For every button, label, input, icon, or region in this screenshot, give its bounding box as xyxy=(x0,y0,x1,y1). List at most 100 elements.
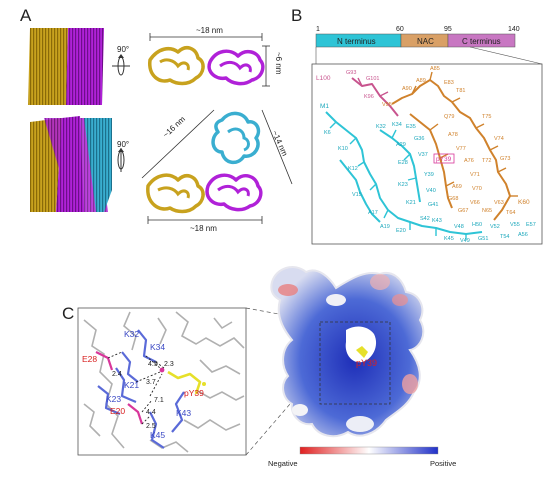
dim-bottom-right: ~14 nm xyxy=(270,129,289,158)
res-E35: E35 xyxy=(406,124,416,130)
res-A90: A90 xyxy=(402,86,412,92)
res-V77: V77 xyxy=(456,146,466,152)
res-E57: E57 xyxy=(526,222,536,228)
py39-highlight-label: pY39 xyxy=(436,156,452,163)
distance-values: 2.4 4.5 2.3 3.7 7.1 4.4 2.5 xyxy=(112,361,174,430)
res-G41: G41 xyxy=(428,202,438,208)
side-chains xyxy=(329,71,518,240)
res-A17: A17 xyxy=(368,210,378,216)
panel-c-labels: K34 K32 K21 K23 K43 K45 E28 E20 pY39 xyxy=(82,329,204,440)
tick-60: 60 xyxy=(396,26,404,33)
segment-nac-label: NAC xyxy=(417,37,434,46)
res-G67: G67 xyxy=(458,208,468,214)
res-G73: G73 xyxy=(500,156,510,162)
res-K23: K23 xyxy=(398,182,408,188)
electrostatic-surface xyxy=(270,266,425,438)
res-S42: S42 xyxy=(420,216,430,222)
res-K45: K45 xyxy=(444,236,454,242)
cross-section-two-fold xyxy=(148,46,265,86)
res-K6: K6 xyxy=(324,130,331,136)
surface-zoom-box xyxy=(319,321,391,405)
panel-c: K34 K32 K21 K23 K43 K45 E28 E20 pY39 2.4… xyxy=(77,266,456,468)
distance-4-5: 4.5 xyxy=(148,361,158,368)
res-V49: V49 xyxy=(460,238,470,244)
rotation-icon-bottom xyxy=(117,148,125,172)
res-V74: V74 xyxy=(494,136,504,142)
res-V71: V71 xyxy=(470,172,480,178)
distance-3-7: 3.7 xyxy=(146,379,156,386)
res-V63: V63 xyxy=(494,200,504,206)
res-V48: V48 xyxy=(454,224,464,230)
res-K96: K96 xyxy=(364,94,374,100)
res-V70: V70 xyxy=(472,186,482,192)
dim-bottom-width: ~18 nm xyxy=(190,224,217,233)
res-T64: T64 xyxy=(506,210,515,216)
fibril-three-protofilament xyxy=(30,116,112,212)
label-K34: K34 xyxy=(150,342,165,352)
panel-letter-b: B xyxy=(291,6,303,25)
label-K32: K32 xyxy=(124,329,139,339)
distance-2-3: 2.3 xyxy=(164,361,174,368)
res-V55: V55 xyxy=(510,222,520,228)
res-V40: V40 xyxy=(426,188,436,194)
tick-140: 140 xyxy=(508,26,520,33)
dim-top-height: ~6 nm xyxy=(274,52,283,75)
res-V37: V37 xyxy=(418,152,428,158)
lys32-stick xyxy=(121,351,139,383)
res-E28: E28 xyxy=(398,160,408,166)
tick-95: 95 xyxy=(444,26,452,33)
dim-bottom-left: ~16 nm xyxy=(161,114,187,139)
panel-letter-c: C xyxy=(62,304,75,323)
cross-section-three-fold xyxy=(146,111,263,214)
residue-labels: L100 G93 K96 G101 M1 K6 K10 K12 V15 A17 … xyxy=(316,66,536,244)
res-K43: K43 xyxy=(432,218,442,224)
res-A89: A89 xyxy=(416,78,426,84)
res-V66: V66 xyxy=(470,200,480,206)
res-Y39: Y39 xyxy=(424,172,434,178)
res-T72: T72 xyxy=(482,158,491,164)
panel-b: 1 60 95 140 N terminus NAC C terminus xyxy=(311,26,543,245)
panel-c-inset-box xyxy=(77,307,247,456)
glu20-stick xyxy=(127,403,144,425)
label-E28: E28 xyxy=(82,354,97,364)
dim-line-bottom-right xyxy=(261,109,293,185)
panel-letter-a: A xyxy=(20,6,32,25)
res-A78: A78 xyxy=(448,132,458,138)
res-A29: A29 xyxy=(396,142,406,148)
py39-highlight-box xyxy=(433,153,455,164)
res-E20: E20 xyxy=(396,228,406,234)
distance-7-1: 7.1 xyxy=(154,397,164,404)
segment-c-terminus-label: C terminus xyxy=(462,37,501,46)
res-Q79: Q79 xyxy=(444,114,454,120)
rotation-label-top: 90° xyxy=(117,45,129,54)
res-K34: K34 xyxy=(392,122,402,128)
res-A69: A69 xyxy=(452,184,462,190)
dim-line-bottom-left xyxy=(141,109,215,179)
label-K43: K43 xyxy=(176,408,191,418)
lys45-stick xyxy=(149,411,165,449)
res-V15: V15 xyxy=(352,192,362,198)
res-K10: K10 xyxy=(338,146,348,152)
background-sticks xyxy=(83,311,245,453)
res-G93: G93 xyxy=(346,70,356,76)
rotation-label-bottom: 90° xyxy=(117,140,129,149)
label-K23: K23 xyxy=(106,394,121,404)
res-V52: V52 xyxy=(490,224,500,230)
res-G101: G101 xyxy=(366,76,379,82)
res-K12: K12 xyxy=(348,166,358,172)
res-V95: V95 xyxy=(382,102,392,108)
res-K60: K60 xyxy=(518,199,530,206)
res-A85: A85 xyxy=(430,66,440,72)
res-T75: T75 xyxy=(482,114,491,120)
res-A19: A19 xyxy=(380,224,390,230)
res-N65: N65 xyxy=(482,208,492,214)
ptyr39-stick xyxy=(167,370,202,395)
segment-c-terminus xyxy=(447,33,516,48)
res-K21: K21 xyxy=(406,200,416,206)
rotation-icon-top xyxy=(112,54,130,76)
res-H50: H50 xyxy=(472,222,482,228)
surface-py39-label: pY39 xyxy=(356,358,377,368)
distance-2-5: 2.5 xyxy=(146,423,156,430)
res-G36: G36 xyxy=(414,136,424,142)
